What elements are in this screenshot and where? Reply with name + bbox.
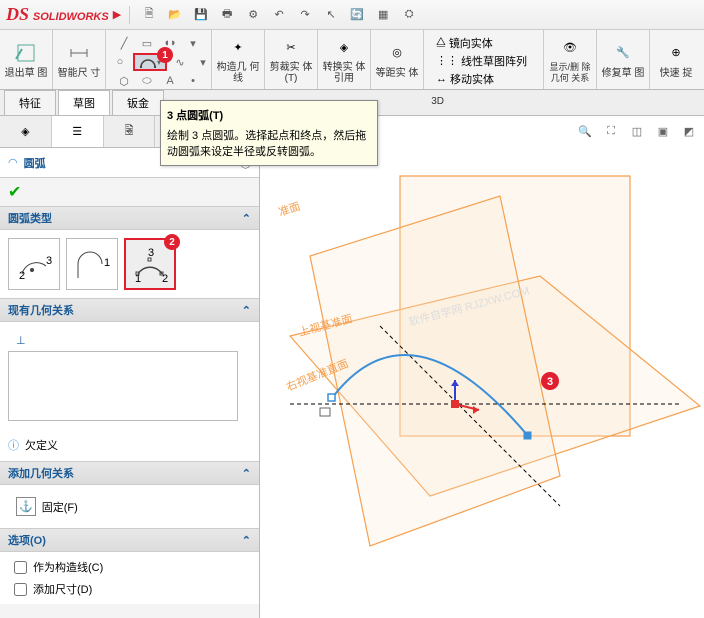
ok-button[interactable]: ✔ [8, 182, 21, 202]
existing-rel-section[interactable]: 现有几何关系⌃ [0, 298, 259, 322]
property-panel: ◈ ☰ 🗟 ⊕ 🔴 ◠ 圆弧 ⓘ ✔ 圆弧类型⌃ 23 1 123 2 [0, 116, 260, 618]
mirror-button[interactable]: ⧋镜向实体 [432, 34, 531, 51]
offset-button[interactable]: ◎ 等距实 体 [375, 32, 419, 86]
offset-icon: ◎ [384, 40, 410, 66]
rebuild-icon[interactable]: 🔄 [346, 4, 368, 26]
repair-button[interactable]: 🔧 修复草 图 [601, 32, 645, 86]
smart-dimension-button[interactable]: 智能尺 寸 [57, 32, 101, 86]
viewport[interactable]: 🔍 ⛶ ◫ ▣ ◩ 默认 >_显... 准面 上视基准面 右视基准直面 [260, 116, 704, 618]
construct-line-button[interactable]: ✦ 构造几 何线 [216, 32, 260, 86]
tab-sketch[interactable]: 草图 [58, 90, 110, 115]
panel-tab-3[interactable]: 🗟 [104, 116, 156, 147]
trim-button[interactable]: ✂ 剪裁实 体(T) [269, 32, 313, 86]
arc-tool-button[interactable]: ▾ 1 [133, 53, 167, 71]
anchor-icon: ⚓ [16, 497, 36, 516]
callout-2: 2 [164, 234, 180, 250]
polygon-icon[interactable]: ⬡ [114, 72, 134, 90]
svg-text:2: 2 [162, 273, 168, 285]
svg-text:2: 2 [19, 270, 25, 282]
ellipse-icon[interactable]: ⬭ [137, 72, 157, 90]
panel-tab-2[interactable]: ☰ [52, 116, 104, 147]
relations-icon: 👁 [557, 34, 583, 60]
relations-list[interactable] [8, 351, 238, 421]
undo-icon[interactable]: ↶ [268, 4, 290, 26]
file-save-icon[interactable]: 💾 [190, 4, 212, 26]
callout-1: 1 [157, 47, 173, 63]
arc-tooltip: 3 点圆弧(T) 绘制 3 点圆弧。选择起点和终点，然后拖动圆弧来设定半径或反转… [160, 100, 378, 166]
print-icon[interactable]: 🖶 [216, 4, 238, 26]
add-rel-section[interactable]: 添加几何关系⌃ [0, 461, 259, 485]
svg-text:3: 3 [46, 255, 52, 267]
fixed-button[interactable]: ⚓固定(F) [8, 493, 251, 520]
quick-snap-button[interactable]: ⊕ 快速 捉 [654, 32, 698, 86]
arc-icon: ◠ [8, 156, 18, 169]
repair-icon: 🔧 [610, 40, 636, 66]
svg-text:3: 3 [148, 247, 154, 259]
add-dim-checkbox[interactable] [14, 583, 27, 596]
chevron-right-icon: ▶ [113, 8, 121, 21]
linear-pattern-button[interactable]: ⋮⋮线性草图阵列 [432, 52, 531, 69]
mirror-icon: ⧋ [436, 36, 446, 49]
trim-icon: ✂ [278, 34, 304, 60]
app-logo: DS SOLIDWORKS [6, 4, 109, 25]
arc-type-centerpoint[interactable]: 23 [8, 238, 60, 290]
exit-sketch-icon [13, 40, 39, 66]
perpendicular-icon: ⊥ [16, 334, 26, 347]
point-icon[interactable]: • [183, 72, 203, 90]
pattern-icon: ⋮⋮ [436, 54, 458, 67]
svg-text:1: 1 [135, 273, 141, 285]
text-icon[interactable]: A [160, 72, 180, 90]
svg-text:1: 1 [104, 257, 110, 269]
tab-sheetmetal[interactable]: 钣金 [112, 90, 164, 115]
line-icon[interactable]: ╱ [114, 34, 134, 52]
arc-type-3point[interactable]: 123 2 [124, 238, 176, 290]
move-button[interactable]: ↔移动实体 [432, 70, 531, 87]
ribbon: 退出草 图 智能尺 寸 ╱▭◖◗▾ ○ ▾ 1 ∿▾ ⬡⬭A• ✦ 构造 [0, 30, 704, 90]
file-open-icon[interactable]: 📂 [164, 4, 186, 26]
titlebar: DS SOLIDWORKS ▶ 🗎 📂 💾 🖶 ⚙ ↶ ↷ ↖ 🔄 ▦ ⛭ [0, 0, 704, 30]
show-relations-button[interactable]: 👁 显示/删 除几何 关系 [548, 32, 592, 86]
grid-icon[interactable]: ▦ [372, 4, 394, 26]
svg-text:准面: 准面 [277, 200, 302, 219]
cursor-icon[interactable]: ↖ [320, 4, 342, 26]
circle-icon[interactable]: ○ [110, 53, 130, 71]
info-icon: ⓘ [8, 437, 19, 453]
rect-icon[interactable]: ▭ [137, 34, 157, 52]
options-section[interactable]: 选项(O)⌃ [0, 528, 259, 552]
tab-features[interactable]: 特征 [4, 90, 56, 115]
file-new-icon[interactable]: 🗎 [138, 4, 160, 26]
dimension-icon [66, 40, 92, 66]
panel-tab-1[interactable]: ◈ [0, 116, 52, 147]
redo-icon[interactable]: ↷ [294, 4, 316, 26]
arc-type-tangent[interactable]: 1 [66, 238, 118, 290]
construction-checkbox[interactable] [14, 561, 27, 574]
scene-svg: 准面 上视基准面 右视基准直面 3 软件自学网 RJZXW.COM [260, 116, 704, 616]
svg-text:3: 3 [547, 376, 553, 388]
move-icon: ↔ [436, 73, 447, 85]
exit-sketch-button[interactable]: 退出草 图 [4, 32, 48, 86]
convert-button[interactable]: ◈ 转换实 体引用 [322, 32, 366, 86]
convert-icon: ◈ [331, 34, 357, 60]
spline-icon[interactable]: ∿ [170, 53, 190, 71]
options-icon[interactable]: ⛭ [398, 4, 420, 26]
settings-icon[interactable]: ⚙ [242, 4, 264, 26]
arc-type-section[interactable]: 圆弧类型⌃ [0, 206, 259, 230]
construct-icon: ✦ [225, 34, 251, 60]
snap-icon: ⊕ [663, 40, 689, 66]
